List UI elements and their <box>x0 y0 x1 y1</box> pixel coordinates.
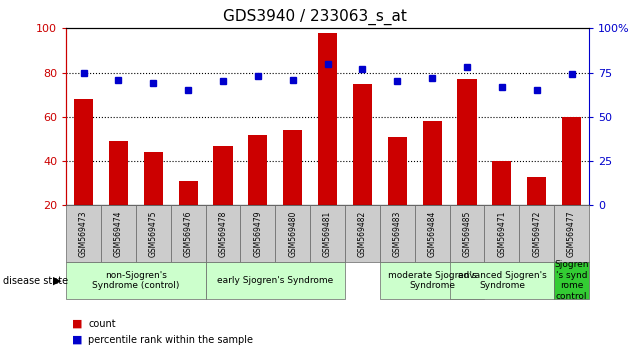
Bar <box>492 161 512 250</box>
Bar <box>310 205 345 262</box>
Text: GSM569477: GSM569477 <box>567 210 576 257</box>
Text: GSM569479: GSM569479 <box>253 210 262 257</box>
Text: GSM569474: GSM569474 <box>114 210 123 257</box>
Bar <box>554 205 589 262</box>
Text: count: count <box>88 319 116 329</box>
Bar <box>66 262 205 299</box>
Bar <box>66 205 101 262</box>
Bar <box>527 177 546 250</box>
Bar <box>318 33 337 250</box>
Bar <box>423 121 442 250</box>
Bar <box>484 205 519 262</box>
Text: moderate Sjogren's
Syndrome: moderate Sjogren's Syndrome <box>388 271 476 290</box>
Bar <box>178 181 198 250</box>
Bar <box>345 205 380 262</box>
Text: ■: ■ <box>72 319 83 329</box>
Bar <box>205 262 345 299</box>
Text: GSM569475: GSM569475 <box>149 210 158 257</box>
Bar <box>136 205 171 262</box>
Bar <box>144 152 163 250</box>
Bar <box>353 84 372 250</box>
Text: percentile rank within the sample: percentile rank within the sample <box>88 335 253 345</box>
Text: ■: ■ <box>72 335 83 345</box>
Text: GSM569485: GSM569485 <box>462 210 471 257</box>
Text: GSM569473: GSM569473 <box>79 210 88 257</box>
Text: GSM569476: GSM569476 <box>184 210 193 257</box>
Text: GSM569478: GSM569478 <box>219 210 227 257</box>
Bar <box>283 130 302 250</box>
Text: GSM569482: GSM569482 <box>358 211 367 257</box>
Text: GSM569472: GSM569472 <box>532 210 541 257</box>
Text: GSM569483: GSM569483 <box>393 210 402 257</box>
Bar <box>415 205 450 262</box>
Bar <box>450 262 554 299</box>
Text: Sjogren
's synd
rome
control: Sjogren 's synd rome control <box>554 261 589 301</box>
Text: disease state: disease state <box>3 275 68 286</box>
Text: GSM569471: GSM569471 <box>498 210 507 257</box>
Bar <box>380 205 415 262</box>
Bar <box>214 145 232 250</box>
Bar <box>275 205 310 262</box>
Bar <box>380 262 484 299</box>
Bar <box>450 205 484 262</box>
Bar <box>387 137 407 250</box>
Bar <box>519 205 554 262</box>
Text: advanced Sjogren's
Syndrome: advanced Sjogren's Syndrome <box>457 271 546 290</box>
Bar <box>248 135 268 250</box>
Text: GDS3940 / 233063_s_at: GDS3940 / 233063_s_at <box>223 9 407 25</box>
Text: GSM569484: GSM569484 <box>428 210 437 257</box>
Text: ▶: ▶ <box>53 275 61 286</box>
Bar <box>205 205 241 262</box>
Bar <box>457 79 477 250</box>
Bar <box>74 99 93 250</box>
Bar <box>171 205 205 262</box>
Text: GSM569480: GSM569480 <box>289 210 297 257</box>
Text: non-Sjogren's
Syndrome (control): non-Sjogren's Syndrome (control) <box>92 271 180 290</box>
Text: GSM569481: GSM569481 <box>323 211 332 257</box>
Text: early Sjogren's Syndrome: early Sjogren's Syndrome <box>217 276 333 285</box>
Bar <box>562 117 581 250</box>
Bar <box>554 262 589 299</box>
Bar <box>109 141 128 250</box>
Bar <box>101 205 136 262</box>
Bar <box>241 205 275 262</box>
